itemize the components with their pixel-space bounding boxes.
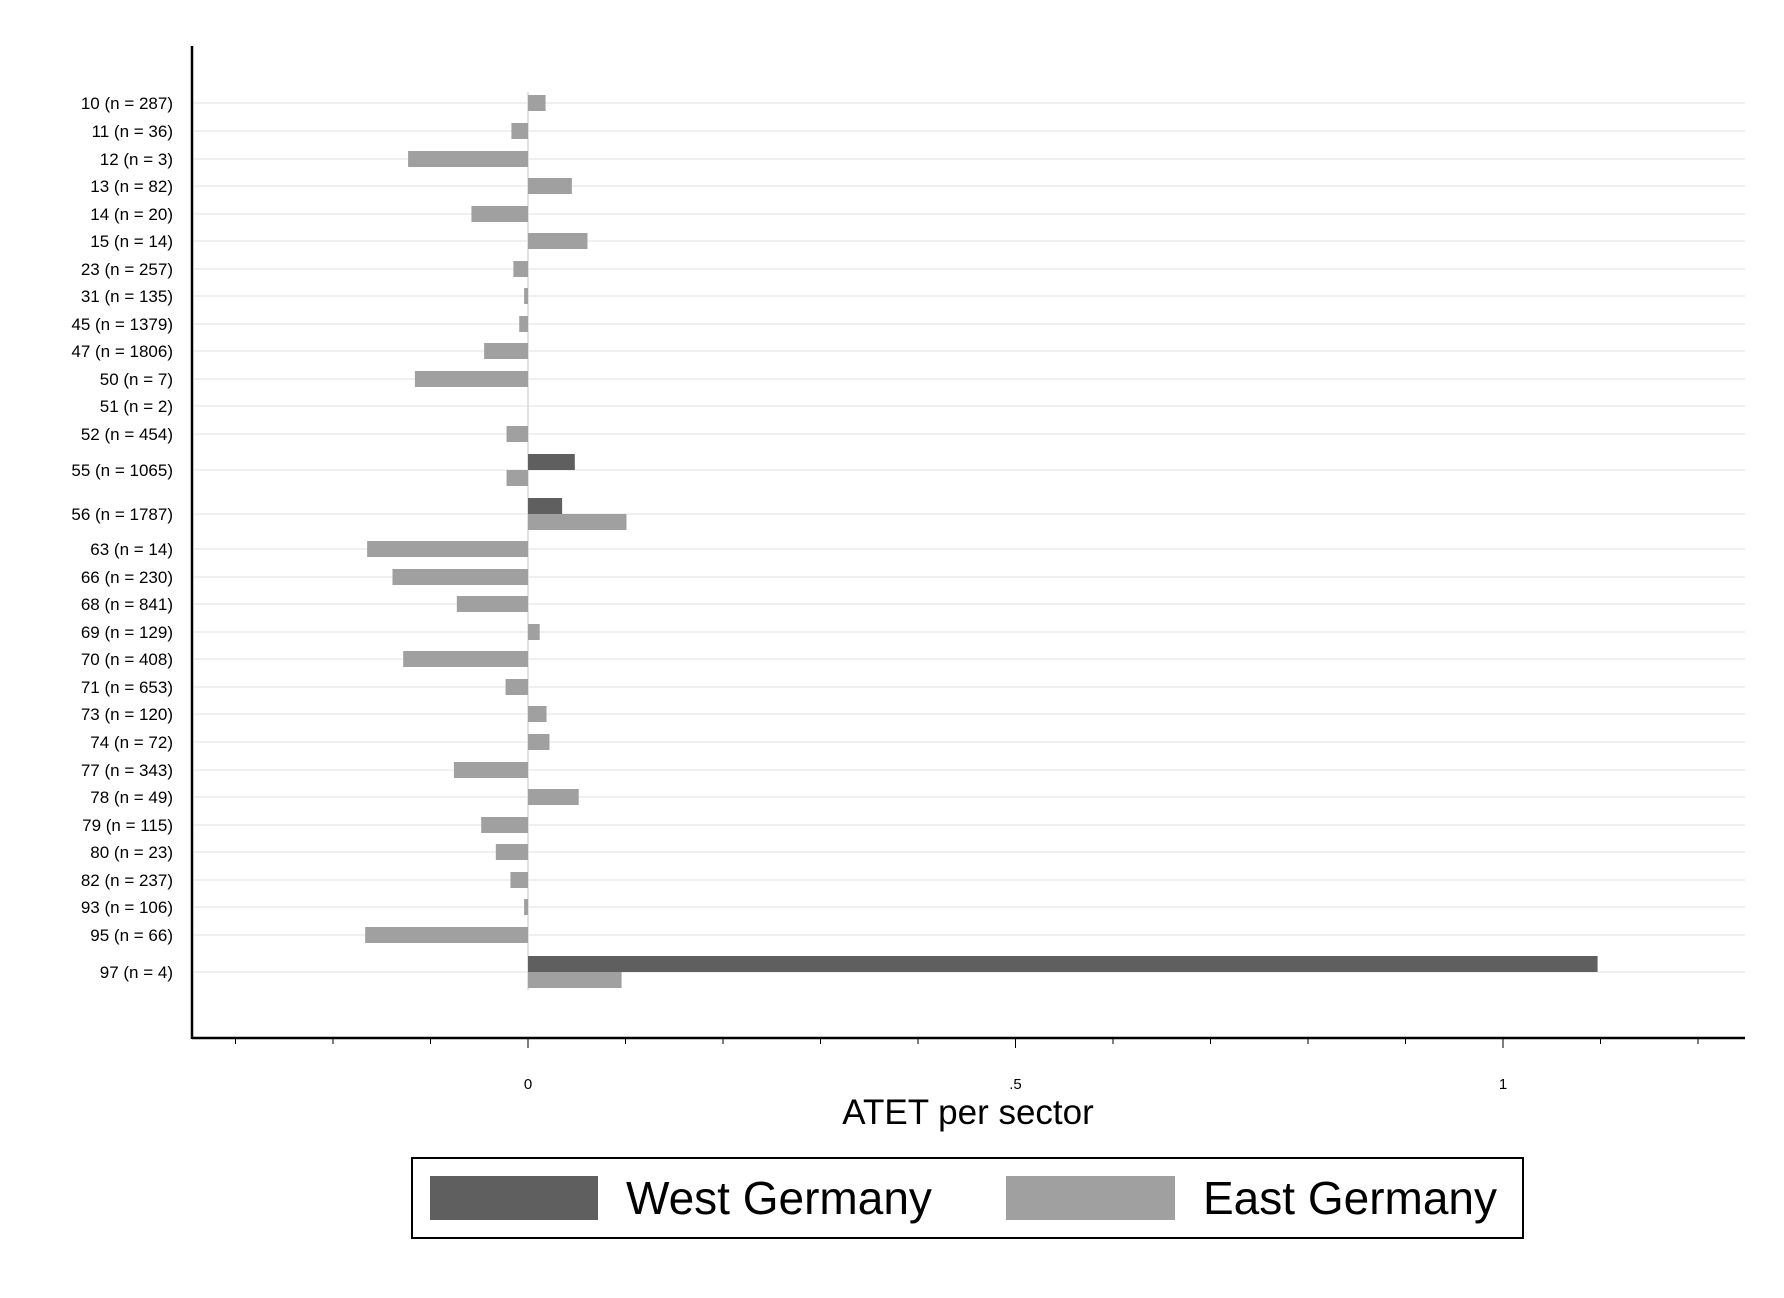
bar-east-germany (528, 734, 550, 750)
category-label: 82 (n = 237) (81, 871, 173, 890)
bar-east-germany (528, 233, 588, 249)
bar-west-germany (528, 956, 1598, 972)
category-label: 93 (n = 106) (81, 898, 173, 917)
bar-west-germany (528, 498, 563, 514)
category-label: 74 (n = 72) (90, 733, 173, 752)
bar-west-germany (528, 454, 575, 470)
category-label: 15 (n = 14) (90, 232, 173, 251)
category-label: 50 (n = 7) (100, 370, 173, 389)
bar-east-germany (506, 470, 528, 486)
category-label: 80 (n = 23) (90, 843, 173, 862)
category-label: 52 (n = 454) (81, 425, 173, 444)
category-label: 70 (n = 408) (81, 650, 173, 669)
category-label: 47 (n = 1806) (71, 342, 173, 361)
category-label: 63 (n = 14) (90, 540, 173, 559)
legend-label-east-germany: East Germany (1203, 1172, 1497, 1224)
bar-east-germany (471, 206, 528, 222)
category-label: 14 (n = 20) (90, 205, 173, 224)
bar-east-germany (528, 706, 547, 722)
bar-east-germany (505, 679, 528, 695)
bar-east-germany (414, 371, 528, 387)
bar-east-germany (524, 899, 528, 915)
bar-east-germany (513, 261, 528, 277)
bar-east-germany (528, 95, 546, 111)
category-label: 71 (n = 653) (81, 678, 173, 697)
x-tick-label: 0 (524, 1076, 532, 1093)
legend-swatch-west-germany (430, 1176, 598, 1220)
bar-east-germany (392, 569, 528, 585)
bars (365, 95, 1598, 988)
bar-east-germany (367, 541, 528, 557)
bar-east-germany (481, 817, 528, 833)
category-label: 12 (n = 3) (100, 150, 173, 169)
x-axis: 0.5 1 (192, 1036, 1745, 1093)
bar-east-germany (506, 426, 528, 442)
bar-east-germany (528, 789, 579, 805)
category-label: 11 (n = 36) (92, 122, 173, 141)
category-labels: 10 (n = 287) 11 (n = 36) 12 (n = 3) 13 (n =… (71, 94, 173, 982)
category-label: 13 (n = 82) (90, 177, 173, 196)
legend: West Germany East Germany (411, 1157, 1524, 1239)
category-label: 69 (n = 129) (81, 623, 173, 642)
category-label: 51 (n = 2) (100, 397, 173, 416)
bar-east-germany (519, 316, 528, 332)
bar-east-germany (528, 624, 540, 640)
legend-swatch-east-germany (1006, 1176, 1175, 1220)
x-tick-label: 1 (1499, 1076, 1507, 1093)
category-label: 55 (n = 1065) (71, 461, 173, 480)
bar-east-germany (528, 514, 627, 530)
category-label: 68 (n = 841) (81, 595, 173, 614)
category-label: 66 (n = 230) (81, 568, 173, 587)
category-label: 45 (n = 1379) (71, 315, 173, 334)
gridlines (194, 102, 1745, 973)
category-label: 79 (n = 115) (82, 816, 173, 835)
bar-east-germany (528, 972, 622, 988)
bar-east-germany (495, 844, 528, 860)
category-label: 97 (n = 4) (100, 963, 173, 982)
category-label: 95 (n = 66) (90, 926, 173, 945)
x-axis-title: ATET per sector (842, 1093, 1094, 1132)
bar-east-germany (511, 123, 528, 139)
bar-east-germany (408, 151, 528, 167)
category-label: 77 (n = 343) (81, 761, 173, 780)
bar-east-germany (528, 178, 572, 194)
category-label: 10 (n = 287) (81, 94, 173, 113)
bar-east-germany (484, 343, 528, 359)
category-label: 73 (n = 120) (81, 705, 173, 724)
category-label: 31 (n = 135) (81, 287, 173, 306)
bar-east-germany (456, 596, 528, 612)
category-label: 78 (n = 49) (90, 788, 173, 807)
legend-label-west-germany: West Germany (626, 1172, 932, 1224)
bar-east-germany (403, 651, 528, 667)
bar-east-germany (524, 288, 528, 304)
bar-east-germany (365, 927, 528, 943)
bar-east-germany (453, 762, 528, 778)
category-label: 56 (n = 1787) (71, 505, 173, 524)
x-tick-label: .5 (1009, 1076, 1022, 1093)
category-label: 23 (n = 257) (81, 260, 173, 279)
bar-east-germany (510, 872, 528, 888)
